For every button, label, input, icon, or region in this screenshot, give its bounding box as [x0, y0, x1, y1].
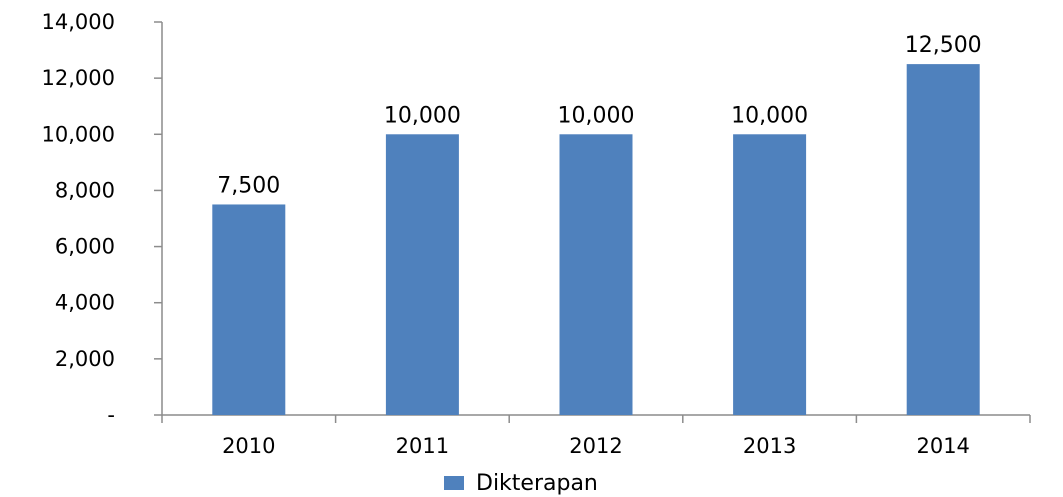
bar-2010 — [212, 204, 286, 415]
y-tick-label: 6,000 — [55, 235, 115, 259]
data-label: 10,000 — [731, 103, 808, 128]
y-tick-label: 12,000 — [42, 66, 115, 90]
y-axis: - 2,000 4,000 6,000 8,000 10,000 12,000 14,000 — [42, 10, 163, 427]
y-tick-label: 8,000 — [55, 178, 115, 202]
legend-label: Dikterapan — [476, 471, 598, 496]
bar-2012 — [559, 134, 633, 416]
data-label: 10,000 — [558, 103, 635, 128]
x-axis: 2010 2011 2012 2013 2014 — [161, 414, 1031, 458]
bar-2011 — [385, 134, 459, 416]
data-label: 10,000 — [384, 103, 461, 128]
x-tick-label: 2010 — [222, 434, 275, 458]
data-labels: 7,500 10,000 10,000 10,000 12,500 — [217, 33, 981, 198]
x-tick-label: 2014 — [916, 434, 969, 458]
legend-swatch — [444, 476, 464, 490]
data-label: 12,500 — [905, 33, 982, 58]
y-tick-label: 10,000 — [42, 122, 115, 146]
x-tick-label: 2011 — [396, 434, 449, 458]
data-label: 7,500 — [217, 173, 280, 198]
bar-series — [212, 64, 980, 416]
y-tick-label: - — [107, 403, 115, 427]
bar-2014 — [906, 64, 980, 415]
x-tick-label: 2012 — [569, 434, 622, 458]
y-tick-label: 4,000 — [55, 291, 115, 315]
y-tick-label: 2,000 — [55, 347, 115, 371]
legend: Dikterapan — [444, 471, 598, 496]
x-tick-label: 2013 — [743, 434, 796, 458]
y-tick-label: 14,000 — [42, 10, 115, 34]
bar-2013 — [733, 134, 807, 416]
